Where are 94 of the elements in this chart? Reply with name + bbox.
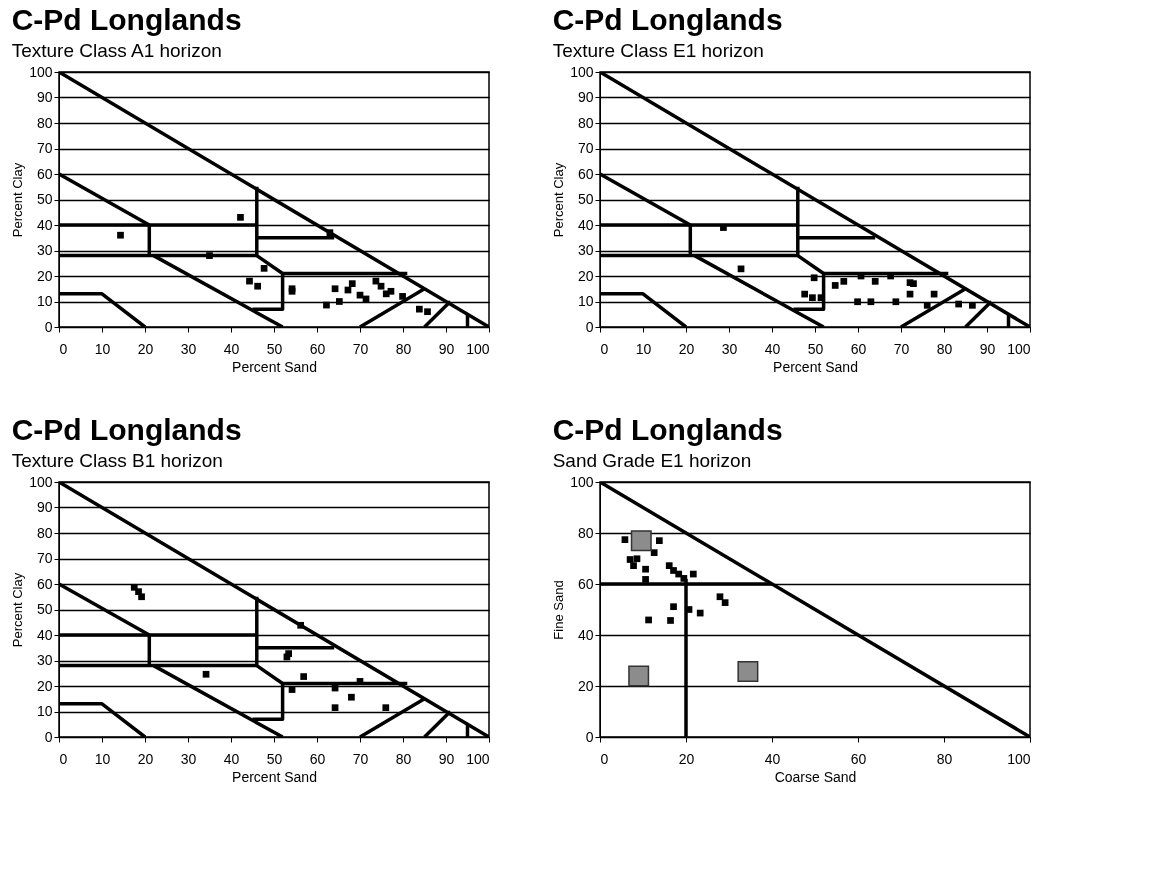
chart-subtitle: Sand Grade E1 horizon [552,450,752,471]
y-tick-label: 40 [577,626,594,643]
x-tick-label: 30 [721,340,738,357]
y-tick-label: 30 [36,652,53,668]
x-tick-label: 80 [936,340,953,357]
y-tick-label: 0 [585,728,594,745]
chart-subtitle: Texture Class B1 horizon [11,450,223,471]
y-tick-label: 60 [577,575,594,592]
y-tick-label: 50 [577,191,594,207]
x-tick-label: 0 [600,750,609,767]
y-tick-label: 90 [36,499,53,515]
y-tick-label: 40 [36,626,53,643]
x-tick-label: 60 [309,750,326,767]
x-tick-label: 70 [893,340,910,357]
y-tick-label: 100 [570,63,594,80]
x-tick-label: 100 [466,750,490,767]
y-tick-label: 100 [29,473,53,490]
chart-title: C-Pd Longlands [552,3,783,36]
x-tick-label: 50 [266,340,283,357]
x-tick-label: 10 [94,340,111,357]
x-tick-label: 50 [266,750,283,767]
x-tick-label: 60 [850,340,867,357]
x-tick-label: 20 [678,340,695,357]
x-tick-label: 20 [137,750,154,767]
x-tick-label: 20 [137,340,154,357]
x-tick-label: 100 [1007,750,1031,767]
y-tick-label: 0 [44,318,53,335]
x-tick-label: 90 [438,340,455,357]
x-tick-label: 0 [59,750,68,767]
y-tick-label: 10 [36,703,53,719]
y-axis-title: Percent Clay [10,162,26,238]
x-tick-label: 40 [764,340,781,357]
x-tick-label: 40 [223,750,240,767]
y-tick-label: 20 [36,677,53,694]
x-tick-label: 10 [635,340,652,357]
x-tick-label: 40 [223,340,240,357]
x-tick-label: 80 [395,750,412,767]
y-tick-label: 0 [585,318,594,335]
y-tick-label: 100 [570,473,594,490]
y-tick-label: 20 [577,677,594,694]
y-tick-label: 90 [577,89,594,105]
y-axis-title: Fine Sand [551,580,567,640]
x-axis-title: Percent Sand [232,768,317,785]
y-axis-title: Percent Clay [10,572,26,648]
chart-title: C-Pd Longlands [11,3,242,36]
y-tick-label: 50 [36,191,53,207]
y-tick-label: 90 [36,89,53,105]
x-tick-label: 30 [180,340,197,357]
y-tick-label: 80 [577,114,594,131]
x-tick-label: 30 [180,750,197,767]
y-tick-label: 0 [44,728,53,745]
y-tick-label: 40 [577,216,594,233]
y-axis-title: Percent Clay [551,162,567,238]
y-tick-label: 20 [36,267,53,284]
y-tick-label: 80 [577,524,594,541]
y-tick-label: 60 [36,165,53,182]
x-axis-title: Coarse Sand [774,768,857,785]
chart-title: C-Pd Longlands [11,413,242,446]
y-tick-label: 70 [36,550,53,566]
x-tick-label: 90 [979,340,996,357]
x-tick-label: 70 [352,750,369,767]
x-tick-label: 100 [1007,340,1031,357]
x-tick-label: 50 [807,340,824,357]
y-tick-label: 30 [577,242,594,258]
x-tick-label: 70 [352,340,369,357]
x-tick-label: 80 [395,340,412,357]
y-tick-label: 60 [36,575,53,592]
x-tick-label: 100 [466,340,490,357]
x-tick-label: 60 [850,750,867,767]
x-tick-label: 40 [764,750,781,767]
y-tick-label: 80 [36,114,53,131]
x-tick-label: 20 [678,750,695,767]
x-tick-label: 80 [936,750,953,767]
chart-subtitle: Texture Class E1 horizon [552,40,764,61]
x-tick-label: 0 [59,340,68,357]
y-tick-label: 80 [36,524,53,541]
y-tick-label: 20 [577,267,594,284]
chart-subtitle: Texture Class A1 horizon [11,40,222,61]
y-tick-label: 40 [36,216,53,233]
y-tick-label: 10 [36,293,53,309]
x-tick-label: 60 [309,340,326,357]
x-tick-label: 10 [94,750,111,767]
y-tick-label: 100 [29,63,53,80]
y-tick-label: 60 [577,165,594,182]
x-tick-label: 90 [438,750,455,767]
x-axis-title: Percent Sand [773,358,858,375]
chart-title: C-Pd Longlands [552,413,783,446]
y-tick-label: 30 [36,242,53,258]
y-tick-label: 50 [36,601,53,617]
y-tick-label: 10 [577,293,594,309]
y-tick-label: 70 [36,140,53,156]
x-tick-label: 0 [600,340,609,357]
x-axis-title: Percent Sand [232,358,317,375]
y-tick-label: 70 [577,140,594,156]
